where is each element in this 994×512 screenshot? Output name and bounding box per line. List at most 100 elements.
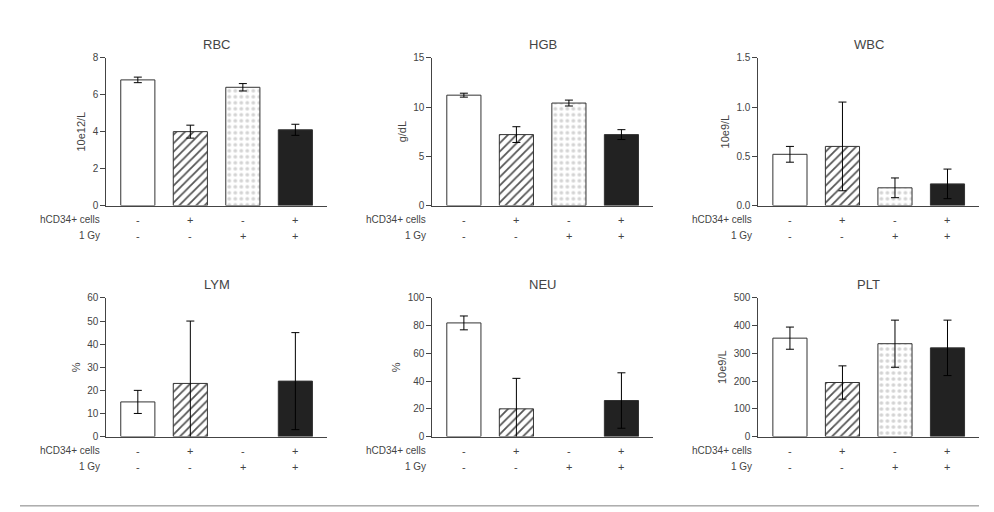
svg-text:50: 50 (87, 316, 99, 327)
svg-text:8: 8 (93, 52, 99, 63)
svg-text:40: 40 (413, 376, 425, 387)
svg-text:-: - (788, 445, 792, 457)
svg-text:1 Gy: 1 Gy (405, 230, 426, 241)
svg-text:-: - (136, 214, 140, 226)
svg-text:HGB: HGB (529, 37, 557, 52)
svg-text:100: 100 (734, 403, 751, 414)
svg-text:-: - (788, 230, 792, 242)
svg-text:1.0: 1.0 (737, 102, 751, 113)
svg-text:60: 60 (87, 292, 99, 303)
svg-text:+: + (566, 230, 572, 242)
svg-text:-: - (788, 461, 792, 473)
svg-text:1.5: 1.5 (737, 52, 751, 63)
svg-text:20: 20 (413, 403, 425, 414)
svg-text:%: % (70, 362, 82, 372)
svg-text:0.0: 0.0 (737, 200, 751, 211)
svg-text:10e9/L: 10e9/L (719, 115, 731, 149)
svg-text:5: 5 (419, 151, 425, 162)
svg-text:-: - (840, 461, 844, 473)
svg-text:+: + (944, 461, 950, 473)
svg-text:-: - (462, 230, 466, 242)
svg-text:10e12/L: 10e12/L (75, 112, 87, 152)
svg-text:hCD34+ cells: hCD34+ cells (366, 445, 426, 456)
svg-text:500: 500 (734, 292, 751, 303)
svg-text:+: + (292, 230, 298, 242)
svg-text:hCD34+ cells: hCD34+ cells (692, 445, 752, 456)
svg-text:+: + (618, 230, 624, 242)
svg-text:+: + (292, 214, 298, 226)
svg-text:+: + (839, 445, 845, 457)
svg-text:-: - (567, 214, 571, 226)
svg-text:+: + (513, 214, 519, 226)
svg-text:+: + (618, 461, 624, 473)
svg-text:2: 2 (93, 163, 99, 174)
svg-text:+: + (618, 214, 624, 226)
svg-text:-: - (567, 445, 571, 457)
svg-text:6: 6 (93, 89, 99, 100)
svg-text:+: + (892, 230, 898, 242)
svg-text:-: - (514, 230, 518, 242)
svg-text:-: - (788, 214, 792, 226)
svg-text:0: 0 (419, 431, 425, 442)
svg-text:-: - (188, 461, 192, 473)
svg-text:+: + (566, 461, 572, 473)
svg-text:-: - (893, 445, 897, 457)
svg-text:-: - (136, 461, 140, 473)
svg-text:0: 0 (419, 200, 425, 211)
svg-text:-: - (462, 461, 466, 473)
svg-text:60: 60 (413, 348, 425, 359)
svg-text:80: 80 (413, 320, 425, 331)
svg-text:hCD34+ cells: hCD34+ cells (692, 214, 752, 225)
svg-text:g/dL: g/dL (396, 121, 408, 142)
svg-text:+: + (513, 445, 519, 457)
svg-text:WBC: WBC (854, 37, 884, 52)
svg-text:1 Gy: 1 Gy (731, 461, 752, 472)
svg-text:NEU: NEU (529, 277, 556, 292)
svg-text:RBC: RBC (203, 37, 230, 52)
svg-text:+: + (892, 461, 898, 473)
svg-text:+: + (292, 445, 298, 457)
svg-text:+: + (187, 214, 193, 226)
svg-text:+: + (839, 214, 845, 226)
svg-text:+: + (187, 445, 193, 457)
svg-text:-: - (514, 461, 518, 473)
svg-text:-: - (136, 230, 140, 242)
svg-text:-: - (188, 230, 192, 242)
svg-text:10e9/L: 10e9/L (716, 350, 728, 384)
svg-text:300: 300 (734, 348, 751, 359)
svg-text:0: 0 (93, 431, 99, 442)
svg-text:-: - (462, 445, 466, 457)
svg-text:1 Gy: 1 Gy (79, 461, 100, 472)
svg-text:+: + (240, 461, 246, 473)
svg-text:1 Gy: 1 Gy (405, 461, 426, 472)
svg-text:-: - (241, 214, 245, 226)
svg-text:+: + (944, 230, 950, 242)
svg-text:hCD34+ cells: hCD34+ cells (40, 214, 100, 225)
svg-text:hCD34+ cells: hCD34+ cells (40, 445, 100, 456)
svg-text:-: - (840, 230, 844, 242)
svg-text:-: - (462, 214, 466, 226)
svg-text:20: 20 (87, 385, 99, 396)
svg-text:1 Gy: 1 Gy (731, 230, 752, 241)
svg-text:4: 4 (93, 126, 99, 137)
svg-text:LYM: LYM (204, 277, 230, 292)
svg-text:0.5: 0.5 (737, 151, 751, 162)
svg-text:PLT: PLT (857, 277, 880, 292)
svg-text:100: 100 (408, 292, 425, 303)
svg-text:+: + (240, 230, 246, 242)
svg-text:40: 40 (87, 339, 99, 350)
svg-text:1 Gy: 1 Gy (79, 230, 100, 241)
svg-text:+: + (944, 445, 950, 457)
svg-text:10: 10 (87, 408, 99, 419)
svg-text:200: 200 (734, 376, 751, 387)
svg-text:30: 30 (87, 362, 99, 373)
svg-text:+: + (292, 461, 298, 473)
svg-text:hCD34+ cells: hCD34+ cells (366, 214, 426, 225)
svg-text:400: 400 (734, 320, 751, 331)
svg-text:0: 0 (93, 200, 99, 211)
svg-text:-: - (893, 214, 897, 226)
svg-text:-: - (136, 445, 140, 457)
svg-text:0: 0 (745, 431, 751, 442)
svg-text:%: % (390, 362, 402, 372)
svg-text:+: + (618, 445, 624, 457)
